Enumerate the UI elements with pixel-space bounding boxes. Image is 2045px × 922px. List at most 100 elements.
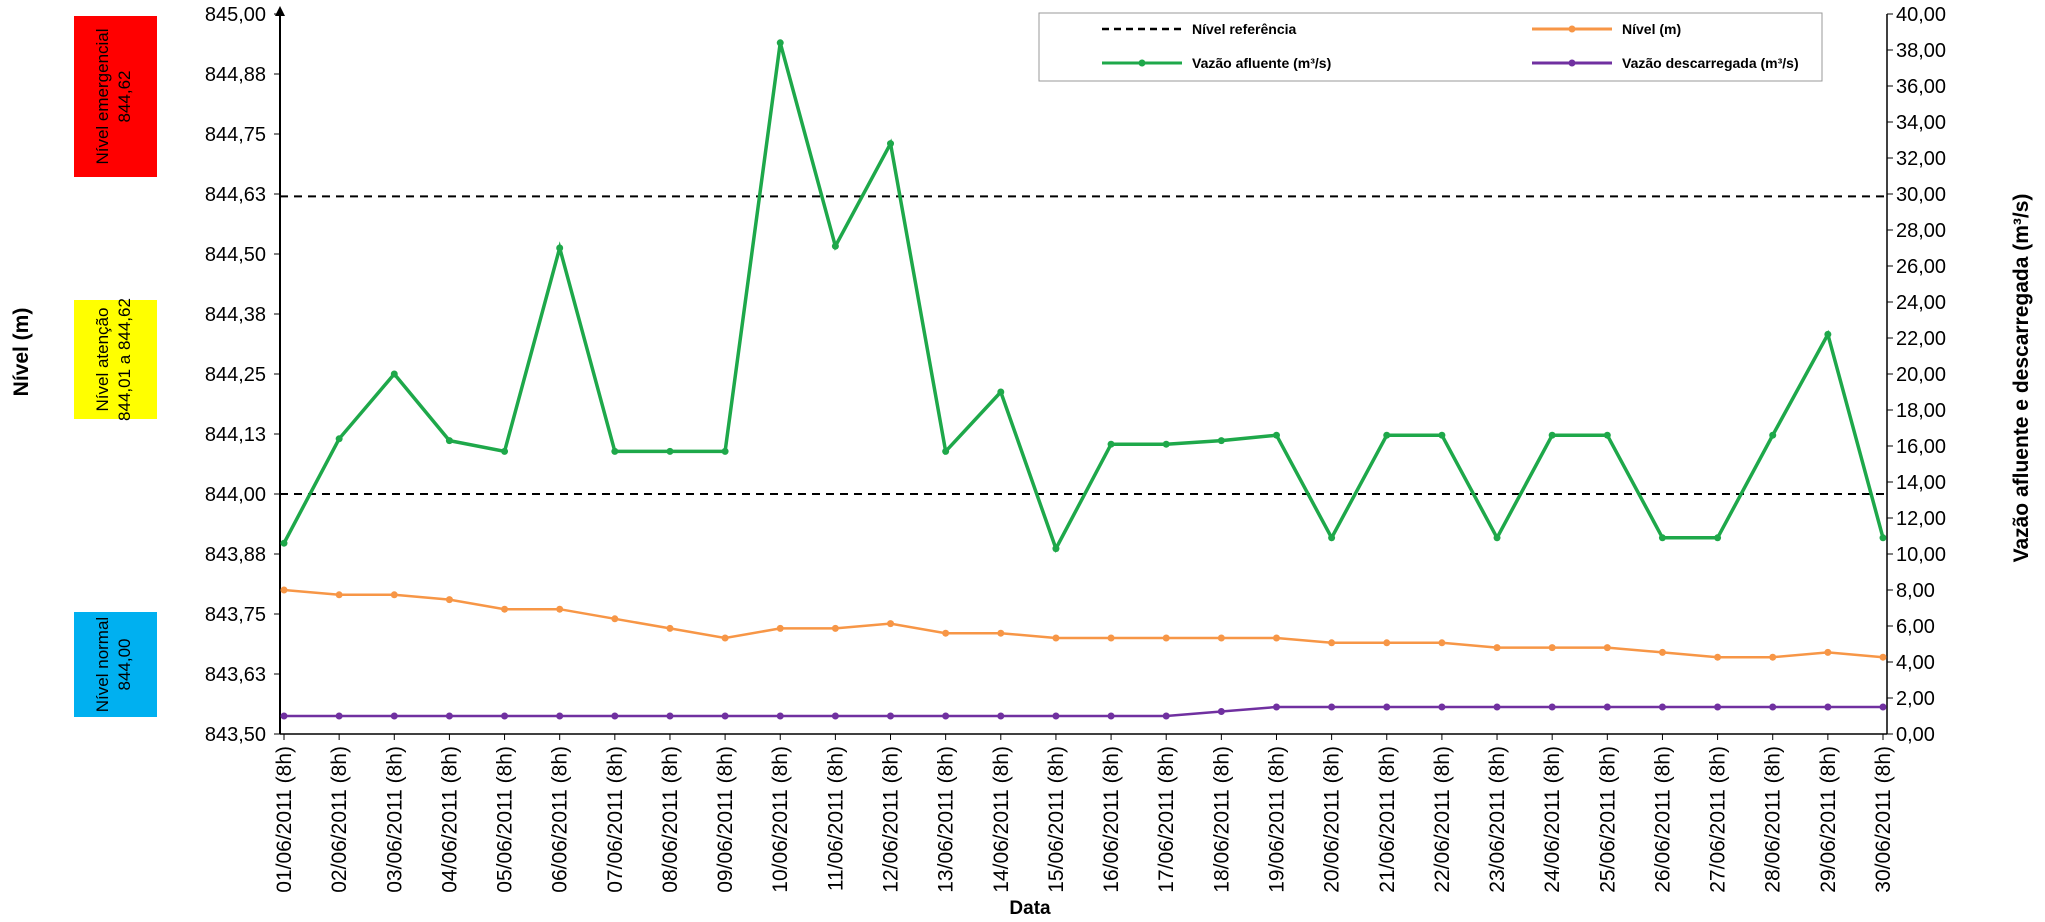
point: [445, 712, 453, 720]
point: [1162, 440, 1170, 448]
y-tick-label: 844,75: [205, 124, 266, 146]
point: [1658, 648, 1666, 656]
y-tick-label: 844,38: [205, 304, 266, 326]
point: [501, 712, 509, 720]
y-tick-label: 844,88: [205, 64, 266, 86]
annotation-text: 844,00: [115, 639, 134, 691]
point: [280, 712, 288, 720]
annotation-box: [74, 16, 157, 177]
point: [390, 712, 398, 720]
y2-tick-label: 38,00: [1896, 40, 1946, 62]
point: [997, 629, 1005, 637]
x-tick-label: 09/06/2011 (8h): [714, 746, 737, 893]
y2-tick-label: 40,00: [1896, 4, 1946, 26]
x-tick-label: 17/06/2011 (8h): [1155, 746, 1178, 893]
point: [776, 39, 784, 47]
x-tick-label: 10/06/2011 (8h): [769, 746, 792, 893]
x-tick-label: 11/06/2011 (8h): [824, 746, 847, 891]
y-tick-label: 843,63: [205, 664, 266, 686]
y-tick-label: 844,63: [205, 184, 266, 206]
annotation-text: Nível normal: [93, 617, 112, 712]
x-tick-label: 01/06/2011 (8h): [273, 746, 296, 893]
point: [887, 140, 895, 148]
point: [1328, 639, 1336, 647]
point: [1658, 703, 1666, 711]
point: [1052, 634, 1060, 642]
point: [1824, 703, 1832, 711]
point: [335, 435, 343, 443]
point: [776, 712, 784, 720]
y2-tick-label: 36,00: [1896, 76, 1946, 98]
y2-tick-label: 18,00: [1896, 400, 1946, 422]
point: [1383, 639, 1391, 647]
x-tick-label: 30/06/2011 (8h): [1872, 746, 1895, 893]
point: [666, 447, 674, 455]
point: [1603, 644, 1611, 652]
point: [721, 447, 729, 455]
point: [1548, 703, 1556, 711]
point: [942, 629, 950, 637]
point: [1162, 634, 1170, 642]
x-tick-label: 02/06/2011 (8h): [328, 746, 351, 893]
point: [721, 634, 729, 642]
point: [1714, 534, 1722, 542]
point: [1769, 653, 1777, 661]
point: [1714, 703, 1722, 711]
point: [390, 370, 398, 378]
y-tick-label: 844,25: [205, 364, 266, 386]
annotation-text: 844,62: [115, 71, 134, 123]
x-tick-label: 07/06/2011 (8h): [604, 746, 627, 893]
point: [1714, 653, 1722, 661]
point: [445, 437, 453, 445]
point: [831, 712, 839, 720]
annotation-text: 844,01 a 844,62: [115, 298, 134, 421]
x-tick-label: 28/06/2011 (8h): [1762, 746, 1785, 893]
point: [1603, 431, 1611, 439]
legend-label: Nível (m): [1622, 21, 1681, 37]
legend-marker: [1568, 59, 1576, 67]
x-axis-title: Data: [1009, 898, 1051, 919]
point: [445, 596, 453, 604]
series-line: [283, 588, 1884, 659]
point: [1493, 534, 1501, 542]
y-tick-label: 843,88: [205, 544, 266, 566]
y2-tick-label: 30,00: [1896, 184, 1946, 206]
point: [997, 712, 1005, 720]
point: [556, 712, 564, 720]
x-tick-label: 29/06/2011 (8h): [1817, 746, 1840, 893]
point: [831, 624, 839, 632]
point: [1383, 703, 1391, 711]
y2-tick-label: 14,00: [1896, 472, 1946, 494]
y2-tick-label: 26,00: [1896, 256, 1946, 278]
point: [556, 605, 564, 613]
x-tick-label: 27/06/2011 (8h): [1707, 746, 1730, 893]
point: [1769, 703, 1777, 711]
y-tick-label: 845,00: [205, 4, 266, 26]
y2-tick-label: 34,00: [1896, 112, 1946, 134]
point: [280, 539, 288, 547]
point: [1548, 644, 1556, 652]
series-line: [282, 42, 1885, 553]
y2-tick-label: 32,00: [1896, 148, 1946, 170]
point: [666, 624, 674, 632]
y2-tick-label: 8,00: [1896, 580, 1935, 602]
point: [1328, 534, 1336, 542]
point: [942, 712, 950, 720]
x-tick-label: 20/06/2011 (8h): [1321, 746, 1344, 893]
point: [1658, 534, 1666, 542]
y2-axis-title: Vazão afluente e descarregada (m³/s): [2010, 194, 2033, 563]
legend-box: [1038, 12, 1823, 82]
point: [1272, 634, 1280, 642]
point: [1328, 703, 1336, 711]
point: [335, 591, 343, 599]
legend-label: Nível referência: [1192, 21, 1296, 37]
annotation-box: [74, 300, 157, 419]
point: [1603, 703, 1611, 711]
y-tick-label: 844,00: [205, 484, 266, 506]
point: [1383, 431, 1391, 439]
x-tick-label: 12/06/2011 (8h): [880, 746, 903, 893]
x-tick-label: 19/06/2011 (8h): [1265, 746, 1288, 893]
y2-tick-label: 2,00: [1896, 688, 1935, 710]
point: [556, 244, 564, 252]
point: [942, 447, 950, 455]
